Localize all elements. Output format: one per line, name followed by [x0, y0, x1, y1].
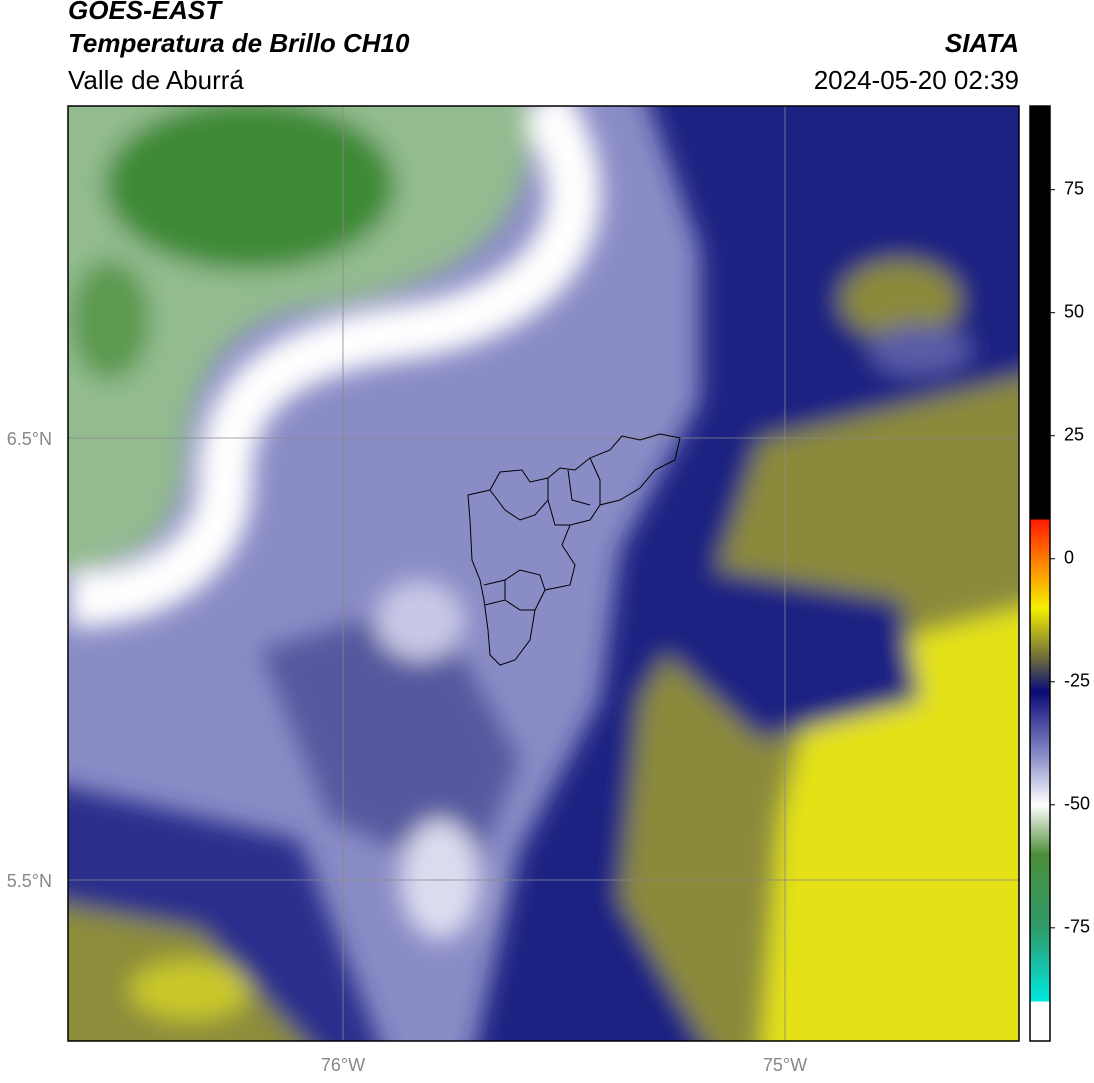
colorbar-tick-label: -75 — [1064, 917, 1090, 937]
lon-label: 76°W — [321, 1055, 365, 1075]
lon-label: 75°W — [763, 1055, 807, 1075]
subtitle: Temperatura de Brillo CH10 — [68, 28, 410, 58]
region: Valle de Aburrá — [68, 65, 244, 95]
colorbar-tick-label: 75 — [1064, 178, 1084, 198]
map-frame — [67, 105, 1020, 1042]
colorbar-tick-label: 0 — [1064, 547, 1074, 567]
lat-label: 5.5°N — [7, 871, 52, 891]
title: GOES-EAST — [68, 0, 223, 25]
graticule — [68, 106, 1019, 1041]
lat-label: 6.5°N — [7, 429, 52, 449]
colorbar-tick-label: 50 — [1064, 301, 1084, 321]
datetime: 2024-05-20 02:39 — [814, 65, 1019, 95]
satellite-image — [68, 106, 1019, 1041]
source: SIATA — [945, 28, 1019, 58]
colorbar-tick-label: -25 — [1064, 671, 1090, 691]
colorbar-tick-label: 25 — [1064, 424, 1084, 444]
municipal-boundaries — [467, 433, 681, 666]
colorbar — [1029, 105, 1051, 1042]
colorbar-tick-label: -50 — [1064, 794, 1090, 814]
